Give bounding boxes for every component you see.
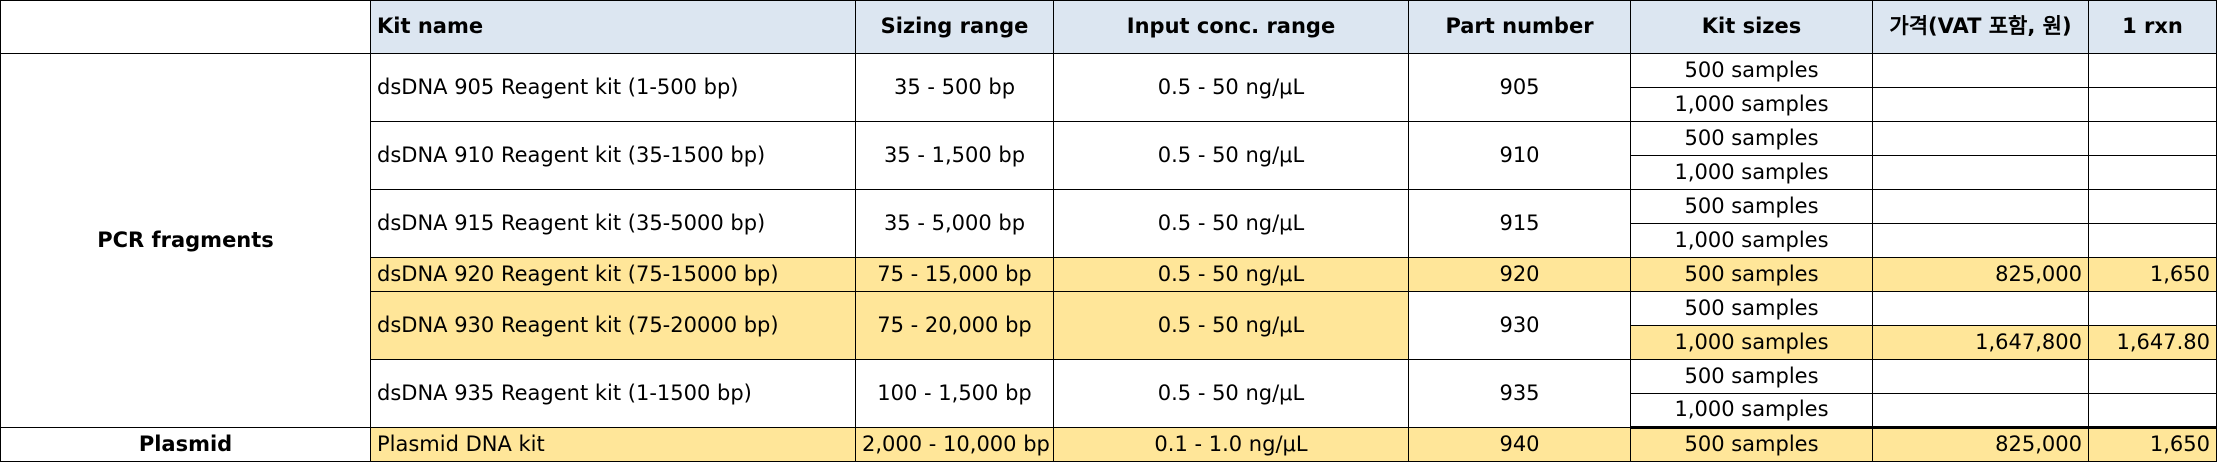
- table-row: 1,000 samples: [1, 393, 2217, 429]
- sizing-range-cell: 75 - 15,000 bp: [855, 257, 1054, 292]
- input-conc-cell: 0.5 - 50 ng/μL: [1053, 121, 1409, 190]
- header-part-number: Part number: [1408, 0, 1631, 54]
- price-cell: [1872, 291, 2089, 326]
- kit-size-cell: 1,000 samples: [1630, 223, 1873, 258]
- input-conc-cell: 0.1 - 1.0 ng/μL: [1053, 427, 1409, 462]
- part-number-cell: 940: [1408, 427, 1631, 462]
- kit-name-cell: dsDNA 920 Reagent kit (75-15000 bp): [370, 257, 856, 292]
- rxn-cell: [2088, 155, 2217, 190]
- header-price: 가격(VAT 포함, 원): [1872, 0, 2089, 54]
- sizing-range-cell: 35 - 500 bp: [855, 53, 1054, 122]
- input-conc-cell: 0.5 - 50 ng/μL: [1053, 53, 1409, 122]
- sizing-range-cell: 100 - 1,500 bp: [855, 359, 1054, 428]
- price-cell: 825,000: [1872, 257, 2089, 292]
- price-cell: [1872, 155, 2089, 190]
- rxn-cell: 1,647.80: [2088, 325, 2217, 360]
- price-cell: [1872, 189, 2089, 224]
- table-row: 1,000 samples: [1, 223, 2217, 258]
- table-row: dsDNA 910 Reagent kit (35-1500 bp) 35 - …: [1, 121, 2217, 190]
- table-row: dsDNA 920 Reagent kit (75-15000 bp) 75 -…: [1, 257, 2217, 292]
- rxn-cell: [2088, 291, 2217, 326]
- price-cell: [1872, 359, 2089, 394]
- price-cell: [1872, 393, 2089, 429]
- kit-name-cell: dsDNA 910 Reagent kit (35-1500 bp): [370, 121, 856, 190]
- kit-name-cell: dsDNA 930 Reagent kit (75-20000 bp): [370, 291, 856, 360]
- input-conc-cell: 0.5 - 50 ng/μL: [1053, 291, 1409, 360]
- part-number-cell: 905: [1408, 53, 1631, 122]
- sizing-range-cell: 2,000 - 10,000 bp: [855, 427, 1054, 462]
- table-row: Plasmid Plasmid DNA kit 2,000 - 10,000 b…: [0, 427, 2217, 462]
- kit-name-cell: dsDNA 915 Reagent kit (35-5000 bp): [370, 189, 856, 258]
- kit-size-cell: 500 samples: [1630, 291, 1873, 326]
- sizing-range-cell: 35 - 1,500 bp: [855, 121, 1054, 190]
- kit-size-cell: 500 samples: [1630, 53, 1873, 88]
- input-conc-cell: 0.5 - 50 ng/μL: [1053, 189, 1409, 258]
- kit-size-cell: 1,000 samples: [1630, 87, 1873, 122]
- table-row: dsDNA 930 Reagent kit (75-20000 bp) 75 -…: [1, 291, 2217, 360]
- kit-size-cell: 1,000 samples: [1630, 325, 1873, 360]
- rxn-cell: 1,650: [2088, 427, 2217, 462]
- table-row: dsDNA 915 Reagent kit (35-5000 bp) 35 - …: [1, 189, 2217, 258]
- price-cell: 825,000: [1872, 427, 2089, 462]
- rxn-cell: [2088, 359, 2217, 394]
- part-number-cell: 915: [1408, 189, 1631, 258]
- kit-name-cell: dsDNA 935 Reagent kit (1-1500 bp): [370, 359, 856, 428]
- rxn-cell: [2088, 53, 2217, 88]
- group-label-pcr-fragments: PCR fragments: [0, 53, 371, 428]
- price-cell: [1872, 53, 2089, 88]
- header-per-rxn: 1 rxn: [2088, 0, 2217, 54]
- price-cell: [1872, 121, 2089, 156]
- kit-size-cell: 1,000 samples: [1630, 155, 1873, 190]
- kit-size-cell: 500 samples: [1630, 189, 1873, 224]
- header-blank: [0, 0, 371, 54]
- kit-size-cell: 500 samples: [1630, 427, 1873, 462]
- header-sizing-range: Sizing range: [855, 0, 1054, 54]
- sizing-range-cell: 35 - 5,000 bp: [855, 189, 1054, 258]
- kit-size-cell: 500 samples: [1630, 121, 1873, 156]
- table-row: dsDNA 935 Reagent kit (1-1500 bp) 100 - …: [1, 359, 2217, 428]
- kit-size-cell: 1,000 samples: [1630, 393, 1873, 429]
- kit-name-cell: Plasmid DNA kit: [370, 427, 856, 462]
- sizing-range-cell: 75 - 20,000 bp: [855, 291, 1054, 360]
- header-kit-name: Kit name: [370, 0, 856, 54]
- price-cell: [1872, 223, 2089, 258]
- table-row: PCR fragments dsDNA 905 Reagent kit (1-5…: [0, 53, 2217, 428]
- kit-name-cell: dsDNA 905 Reagent kit (1-500 bp): [370, 53, 856, 122]
- rxn-cell: [2088, 87, 2217, 122]
- part-number-cell: 910: [1408, 121, 1631, 190]
- rxn-cell: [2088, 189, 2217, 224]
- rxn-cell: [2088, 223, 2217, 258]
- header-kit-sizes: Kit sizes: [1630, 0, 1873, 54]
- header-input-conc-range: Input conc. range: [1053, 0, 1409, 54]
- input-conc-cell: 0.5 - 50 ng/μL: [1053, 359, 1409, 428]
- price-cell: 1,647,800: [1872, 325, 2089, 360]
- part-number-cell: 920: [1408, 257, 1631, 292]
- price-cell: [1872, 87, 2089, 122]
- input-conc-cell: 0.5 - 50 ng/μL: [1053, 257, 1409, 292]
- group-label-plasmid: Plasmid: [0, 427, 371, 462]
- rxn-cell: 1,650: [2088, 257, 2217, 292]
- rxn-cell: [2088, 393, 2217, 429]
- header-row: Kit name Sizing range Input conc. range …: [0, 0, 2217, 54]
- kit-size-cell: 500 samples: [1630, 257, 1873, 292]
- table-row: 1,000 samples 1,647,800 1,647.80: [1, 325, 2217, 360]
- part-number-cell: 935: [1408, 359, 1631, 428]
- part-number-cell: 930: [1408, 291, 1631, 360]
- rxn-cell: [2088, 121, 2217, 156]
- kit-size-cell: 500 samples: [1630, 359, 1873, 394]
